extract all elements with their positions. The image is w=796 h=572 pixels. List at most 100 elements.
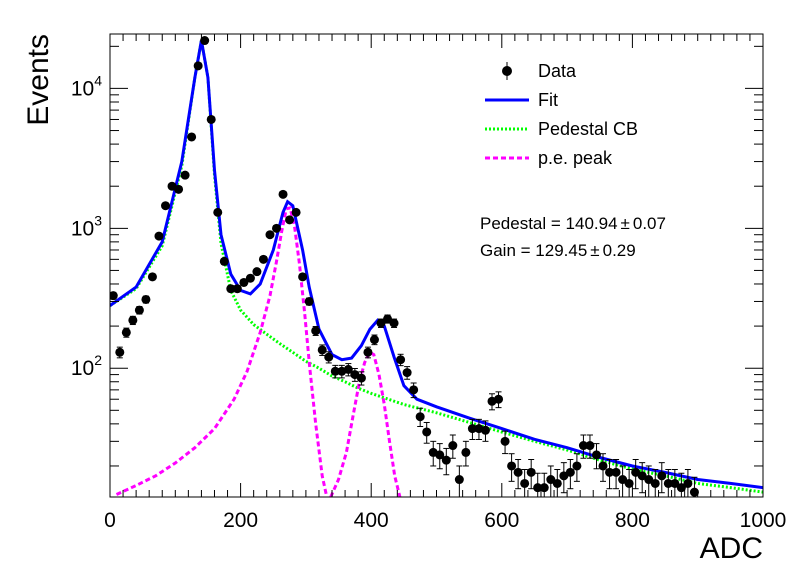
legend-marker — [502, 66, 512, 76]
legend-label: Fit — [538, 90, 558, 110]
data-point-marker — [278, 189, 288, 199]
data-point — [422, 421, 432, 444]
y-tick-label: 104 — [71, 72, 102, 100]
data-point-marker — [232, 284, 242, 294]
data-point-marker — [115, 347, 125, 357]
pedestal-error: 0.07 — [633, 214, 666, 233]
data-point-marker — [389, 318, 399, 328]
data-point — [676, 472, 686, 497]
data-point — [278, 189, 288, 199]
data-point — [520, 468, 530, 497]
data-point-marker — [448, 441, 458, 451]
data-point-marker — [154, 231, 164, 241]
data-point-marker — [317, 345, 327, 355]
data-point — [611, 459, 621, 490]
pedestal-result: Pedestal = 140.94 ±0.07 — [480, 214, 666, 233]
data-point — [134, 305, 144, 315]
data-point-marker — [141, 294, 151, 304]
data-point — [507, 453, 517, 482]
data-point — [304, 296, 314, 306]
data-point — [245, 273, 255, 283]
x-tick-label: 200 — [223, 509, 258, 532]
data-point-marker — [174, 184, 184, 194]
data-point-marker — [637, 471, 647, 481]
data-point-marker — [298, 272, 308, 282]
data-point-marker — [245, 273, 255, 283]
data-point-marker — [226, 284, 236, 294]
y-tick-label: 103 — [71, 212, 102, 240]
data-point — [141, 294, 151, 304]
data-point — [396, 353, 406, 367]
data-point — [115, 346, 125, 359]
series-p-e-peak-1 — [115, 206, 329, 497]
x-tick-label: 800 — [615, 509, 650, 532]
data-point-marker — [187, 132, 197, 142]
legend-entry: Pedestal CB — [485, 119, 638, 139]
data-point-marker — [657, 471, 667, 481]
data-point — [539, 472, 549, 497]
data-point-marker — [676, 483, 686, 493]
data-point — [552, 468, 562, 497]
data-point-marker — [272, 223, 282, 233]
data-point — [324, 351, 334, 364]
data-point — [389, 318, 399, 328]
y-tick-base: 10 — [71, 217, 94, 240]
y-axis-title: Events — [22, 34, 55, 126]
data-point — [330, 364, 340, 379]
data-point-marker — [624, 478, 634, 488]
data-point-marker — [565, 467, 575, 477]
data-point-marker — [409, 385, 419, 395]
data-point — [670, 468, 680, 497]
data-point-marker — [376, 318, 386, 328]
data-point-marker — [239, 277, 249, 287]
data-point-marker — [591, 450, 601, 460]
data-point-marker — [605, 467, 615, 477]
data-point-marker — [252, 267, 262, 277]
axis-ticks — [109, 34, 764, 497]
gain-error: 0.29 — [603, 241, 636, 260]
data-point-marker — [291, 207, 301, 217]
y-tick-label: 102 — [71, 352, 102, 380]
data-point-marker — [219, 256, 229, 266]
data-point-marker — [454, 475, 464, 485]
data-point — [193, 61, 203, 71]
data-point — [513, 459, 523, 490]
data-point — [565, 459, 575, 490]
data-point — [598, 453, 608, 482]
data-point — [200, 36, 210, 46]
data-point — [298, 272, 308, 282]
data-point — [637, 462, 647, 494]
data-point-marker — [513, 467, 523, 477]
data-point — [252, 267, 262, 277]
data-point — [657, 462, 667, 494]
data-point — [206, 114, 216, 124]
data-point — [187, 132, 197, 142]
x-tick-label: 0 — [104, 509, 116, 532]
data-point — [376, 318, 386, 328]
series-p-e-peak-2 — [329, 350, 402, 497]
data-point — [180, 170, 190, 180]
data-point-marker — [193, 61, 203, 71]
y-tick-exponent: 2 — [94, 352, 102, 368]
fit-results: Pedestal = 140.94 ±0.07 Gain = 129.45 ±0.2… — [480, 214, 666, 260]
data-point — [213, 207, 223, 217]
data-point — [546, 465, 556, 497]
gain-value: Gain = 129.45 — [480, 241, 587, 260]
data-point — [480, 420, 490, 442]
data-point-marker — [147, 272, 157, 282]
data-point — [110, 291, 118, 301]
data-point — [121, 327, 131, 338]
y-tick-exponent: 3 — [94, 212, 102, 228]
data-point-marker — [611, 467, 621, 477]
data-point — [467, 418, 477, 441]
data-point — [128, 315, 138, 326]
x-tick-labels: 0 200 400 600 800 1000 — [104, 509, 786, 532]
pedestal-value: Pedestal = 140.94 — [480, 214, 618, 233]
data-point — [363, 346, 373, 359]
data-point — [441, 447, 451, 476]
data-point-marker — [422, 427, 432, 437]
data-point-marker — [383, 314, 393, 324]
data-point — [174, 184, 184, 194]
data-point — [585, 434, 595, 459]
data-point — [683, 468, 693, 497]
